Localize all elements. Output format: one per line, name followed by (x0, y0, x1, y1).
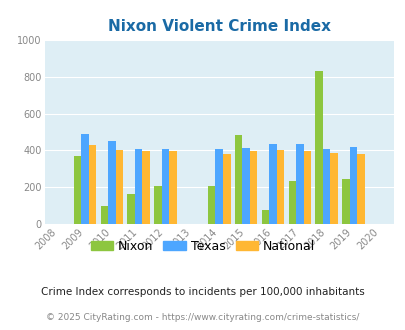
Bar (81, 134, 88, 224)
Bar (303, 151, 310, 224)
Bar (295, 144, 303, 224)
Legend: Nixon, Texas, National: Nixon, Texas, National (85, 235, 320, 258)
Bar (215, 149, 222, 224)
Bar (288, 181, 295, 224)
Bar (234, 135, 242, 224)
Bar (249, 151, 257, 224)
Bar (169, 151, 176, 224)
Bar (88, 145, 96, 224)
Bar (108, 141, 115, 224)
Bar (261, 210, 269, 224)
Bar (269, 144, 276, 224)
Bar (73, 156, 81, 224)
Bar (115, 149, 123, 224)
Bar (322, 148, 330, 224)
Bar (154, 186, 161, 224)
Bar (356, 154, 364, 224)
Bar (207, 186, 215, 224)
Bar (341, 179, 349, 224)
Title: Nixon Violent Crime Index: Nixon Violent Crime Index (107, 19, 330, 34)
Bar (276, 150, 284, 224)
Bar (222, 154, 230, 224)
Text: Crime Index corresponds to incidents per 100,000 inhabitants: Crime Index corresponds to incidents per… (41, 287, 364, 297)
Bar (142, 151, 149, 224)
Bar (349, 147, 356, 224)
Bar (134, 149, 142, 224)
Bar (315, 71, 322, 224)
Bar (127, 194, 134, 224)
Bar (100, 206, 108, 224)
Text: © 2025 CityRating.com - https://www.cityrating.com/crime-statistics/: © 2025 CityRating.com - https://www.city… (46, 313, 359, 322)
Bar (161, 149, 169, 224)
Bar (242, 148, 249, 224)
Bar (330, 153, 337, 224)
